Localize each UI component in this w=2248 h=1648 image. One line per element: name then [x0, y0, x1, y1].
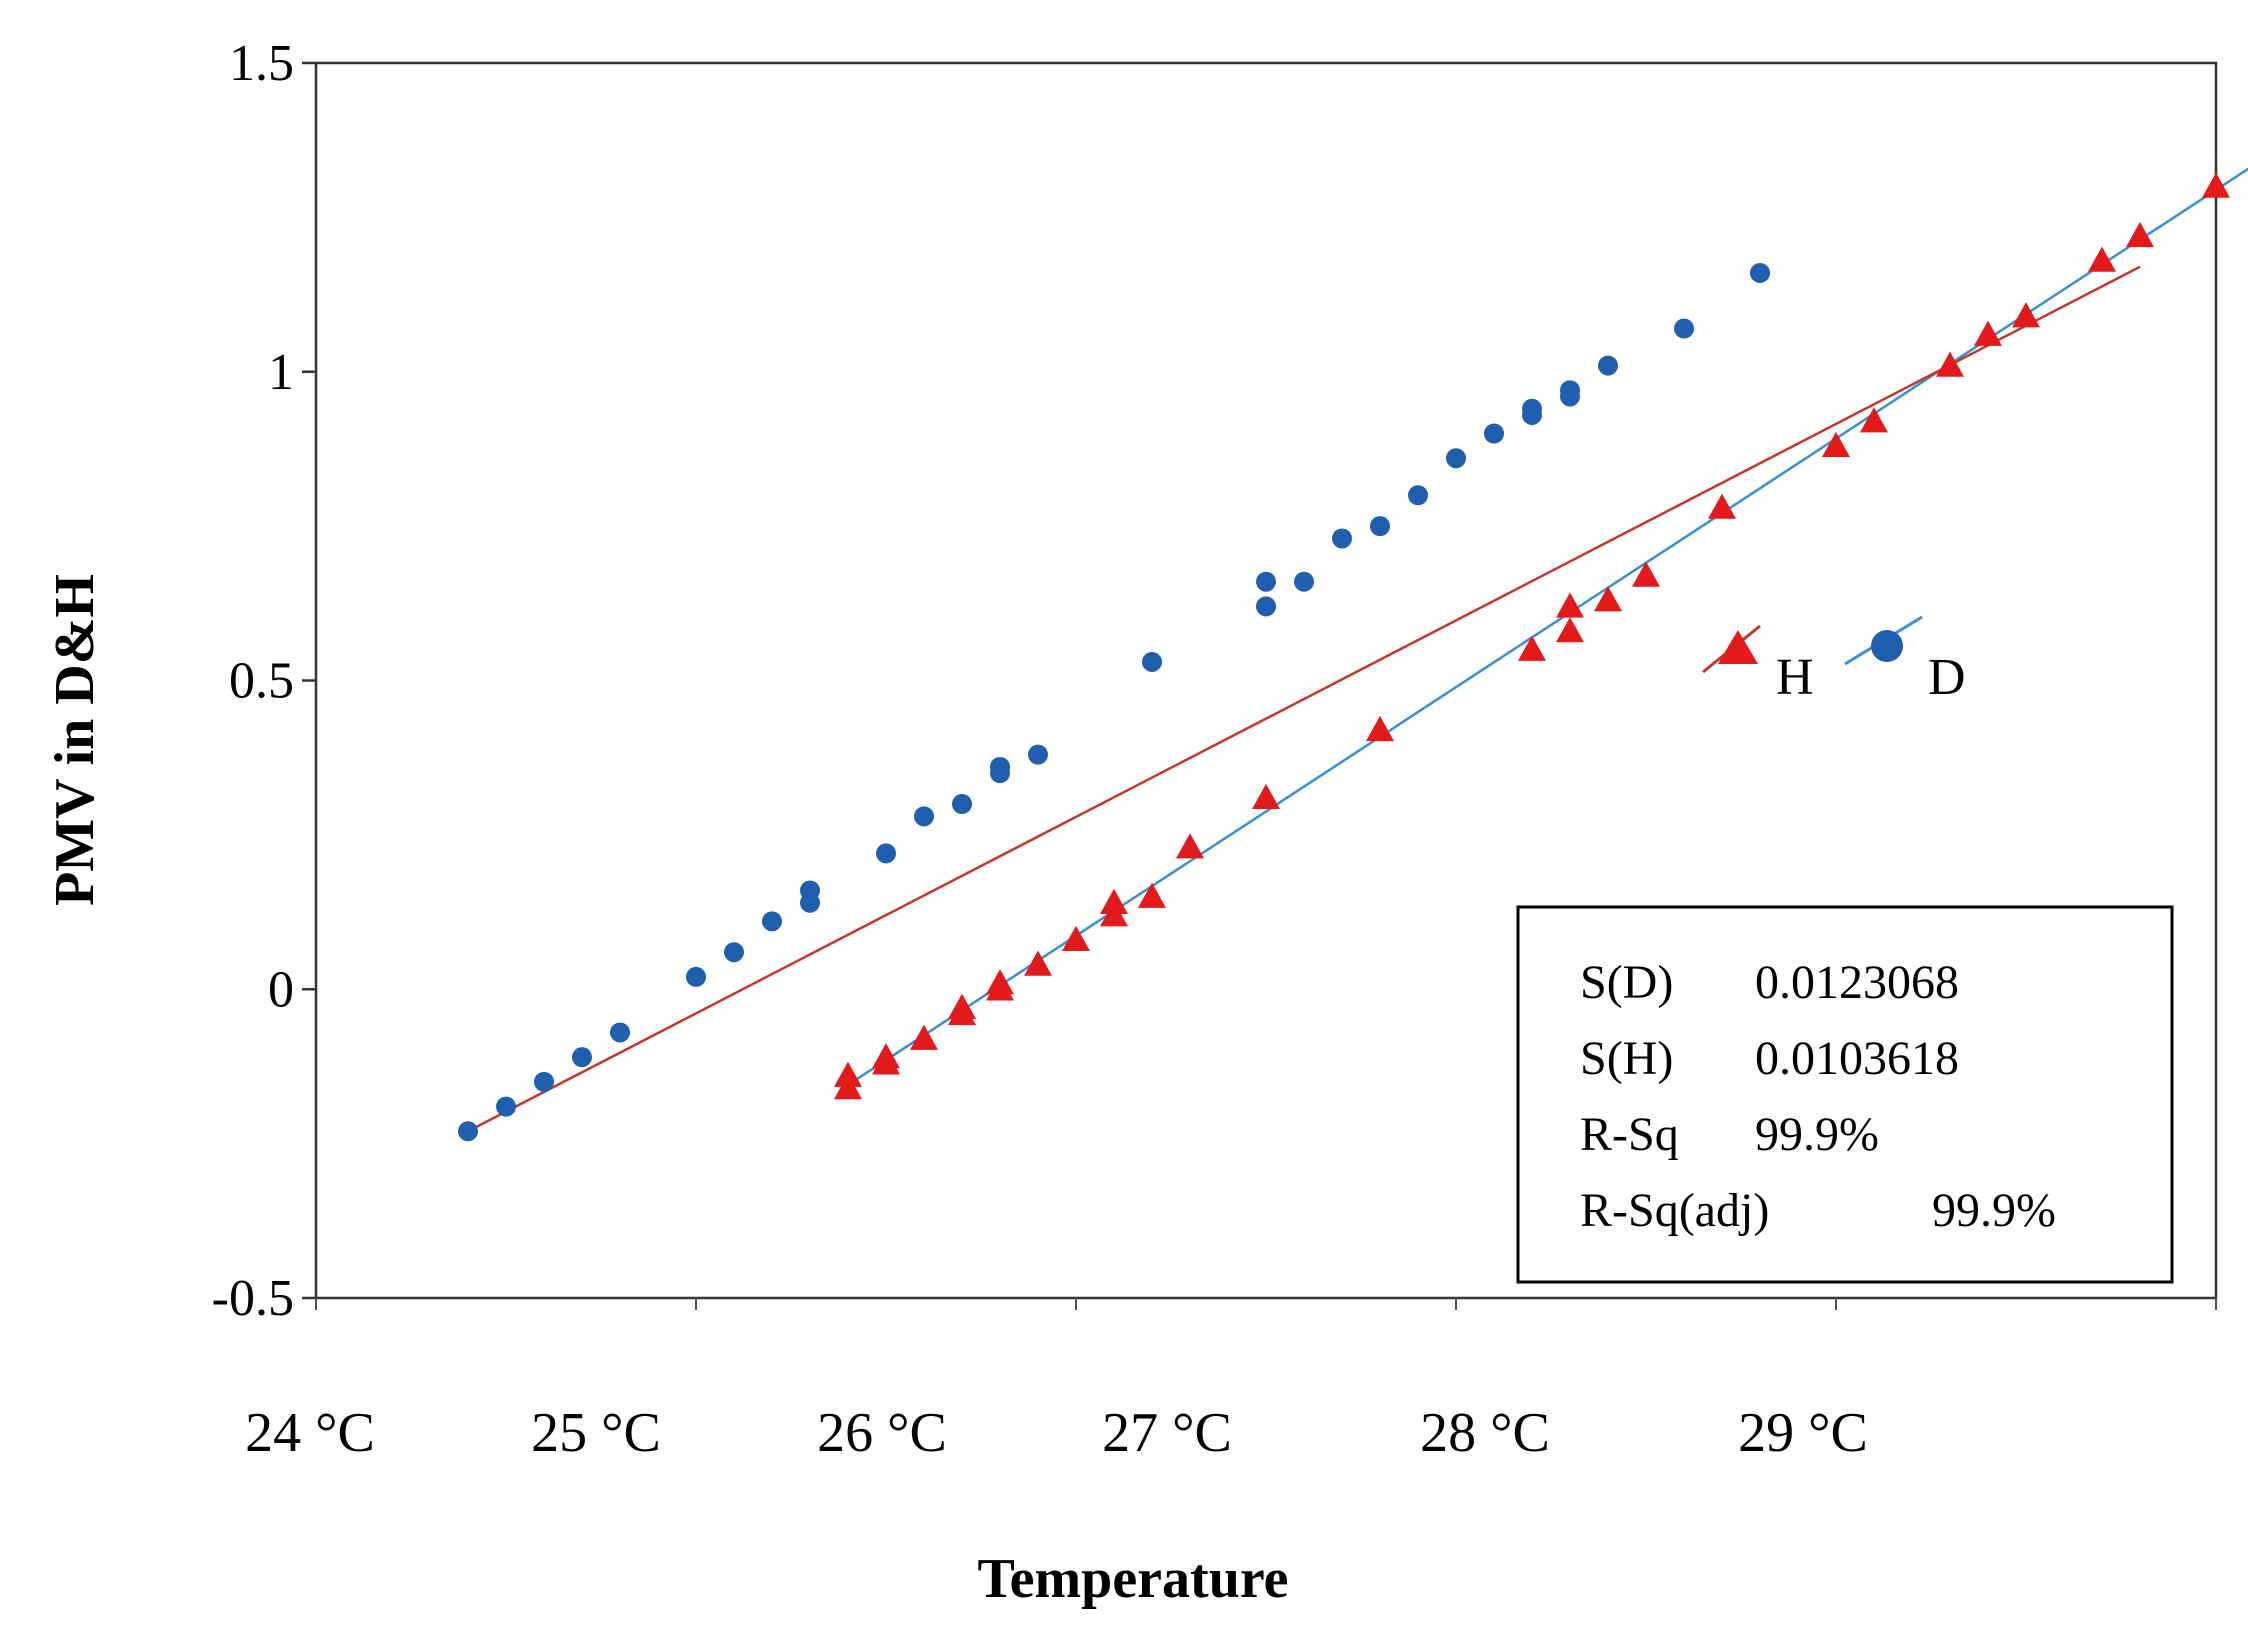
- legend-marker-d: [1871, 630, 1903, 662]
- y-tick-label: 1: [268, 344, 294, 401]
- point-h: [1100, 888, 1128, 914]
- point-h: [1594, 586, 1622, 612]
- legend: H D: [1702, 615, 1966, 706]
- y-axis-ticks: -0.5 0 0.5 1 1.5: [212, 35, 316, 1327]
- x-tick-label: 24 °C: [245, 1402, 375, 1464]
- point-d: [1750, 262, 1770, 283]
- point-h: [910, 1024, 938, 1050]
- point-h: [872, 1043, 900, 1069]
- point-d: [458, 1121, 478, 1142]
- stat-label: S(D): [1580, 956, 1673, 1009]
- point-h: [1556, 592, 1584, 618]
- point-h: [1860, 407, 1888, 433]
- point-d: [914, 806, 934, 827]
- point-h: [1936, 351, 1964, 377]
- point-h: [1138, 882, 1166, 908]
- fit-line-d: [467, 265, 2141, 1133]
- stat-value: 99.9%: [1932, 1184, 2056, 1237]
- x-axis-label: Temperature: [977, 1548, 1288, 1610]
- stats-box: S(D) 0.0123068 S(H) 0.0103618 R-Sq 99.9%…: [1516, 905, 2174, 1284]
- point-d: [1598, 355, 1618, 376]
- point-d: [1028, 744, 1048, 765]
- stat-value: 0.0123068: [1755, 956, 1959, 1009]
- point-h: [1518, 635, 1546, 661]
- point-d: [762, 911, 782, 932]
- point-d: [534, 1071, 554, 1092]
- stat-label: R-Sq(adj): [1580, 1184, 1769, 1237]
- point-d: [1560, 380, 1580, 401]
- point-h: [986, 969, 1014, 995]
- point-h: [1822, 431, 1850, 458]
- point-d: [572, 1047, 592, 1068]
- point-h: [834, 1061, 862, 1087]
- stat-value: 0.0103618: [1755, 1032, 1959, 1085]
- point-d: [1484, 423, 1504, 444]
- point-h: [2012, 302, 2040, 328]
- point-h: [1632, 561, 1660, 587]
- legend-marker-h: [1718, 630, 1758, 664]
- point-h: [1974, 320, 2002, 346]
- point-h: [1366, 715, 1394, 742]
- x-tick-label: 29 °C: [1738, 1402, 1868, 1464]
- point-d: [800, 880, 820, 901]
- stat-label: R-Sq: [1580, 1108, 1679, 1161]
- point-d: [952, 794, 972, 814]
- point-h: [1024, 950, 1052, 976]
- stats-box-frame: [1516, 905, 2174, 1284]
- point-d: [610, 1022, 630, 1043]
- y-tick-label: 0: [268, 961, 294, 1018]
- point-h: [1176, 833, 1204, 859]
- point-h: [2126, 221, 2154, 248]
- point-h: [2202, 172, 2230, 198]
- point-h: [1062, 925, 1090, 952]
- point-d: [1294, 571, 1314, 592]
- x-tick-label: 25 °C: [531, 1402, 661, 1464]
- y-axis-label: PMV in D&H: [44, 574, 106, 906]
- x-tick-label: 28 °C: [1420, 1402, 1550, 1464]
- y-tick-label: -0.5: [212, 1270, 294, 1327]
- point-d: [876, 843, 896, 864]
- point-d: [990, 756, 1010, 777]
- stat-value: 99.9%: [1755, 1108, 1879, 1161]
- point-d: [1256, 596, 1276, 617]
- stat-label: S(H): [1580, 1032, 1673, 1085]
- point-d: [1142, 651, 1162, 672]
- x-axis-ticks: 24 °C 25 °C 26 °C 27 °C 28 °C 29 °C: [245, 1298, 2217, 1464]
- point-d: [1408, 485, 1428, 506]
- point-d: [686, 966, 706, 987]
- legend-label-h: H: [1776, 649, 1814, 706]
- x-tick-label: 26 °C: [817, 1402, 947, 1464]
- x-tick-label: 27 °C: [1102, 1402, 1232, 1464]
- point-h: [948, 993, 976, 1019]
- point-d: [1446, 448, 1466, 469]
- legend-label-d: D: [1928, 649, 1966, 706]
- point-h: [1708, 493, 1736, 519]
- point-d: [1256, 571, 1276, 592]
- point-h: [1252, 783, 1280, 810]
- data-points: [458, 172, 2230, 1142]
- y-tick-label: 0.5: [229, 653, 294, 710]
- point-h: [1556, 617, 1584, 643]
- point-d: [496, 1096, 516, 1117]
- point-d: [1522, 398, 1542, 419]
- point-d: [1370, 516, 1390, 537]
- point-d: [1674, 318, 1694, 339]
- y-tick-label: 1.5: [229, 35, 294, 92]
- point-d: [1332, 528, 1352, 549]
- point-h: [2088, 246, 2116, 272]
- point-d: [724, 942, 744, 963]
